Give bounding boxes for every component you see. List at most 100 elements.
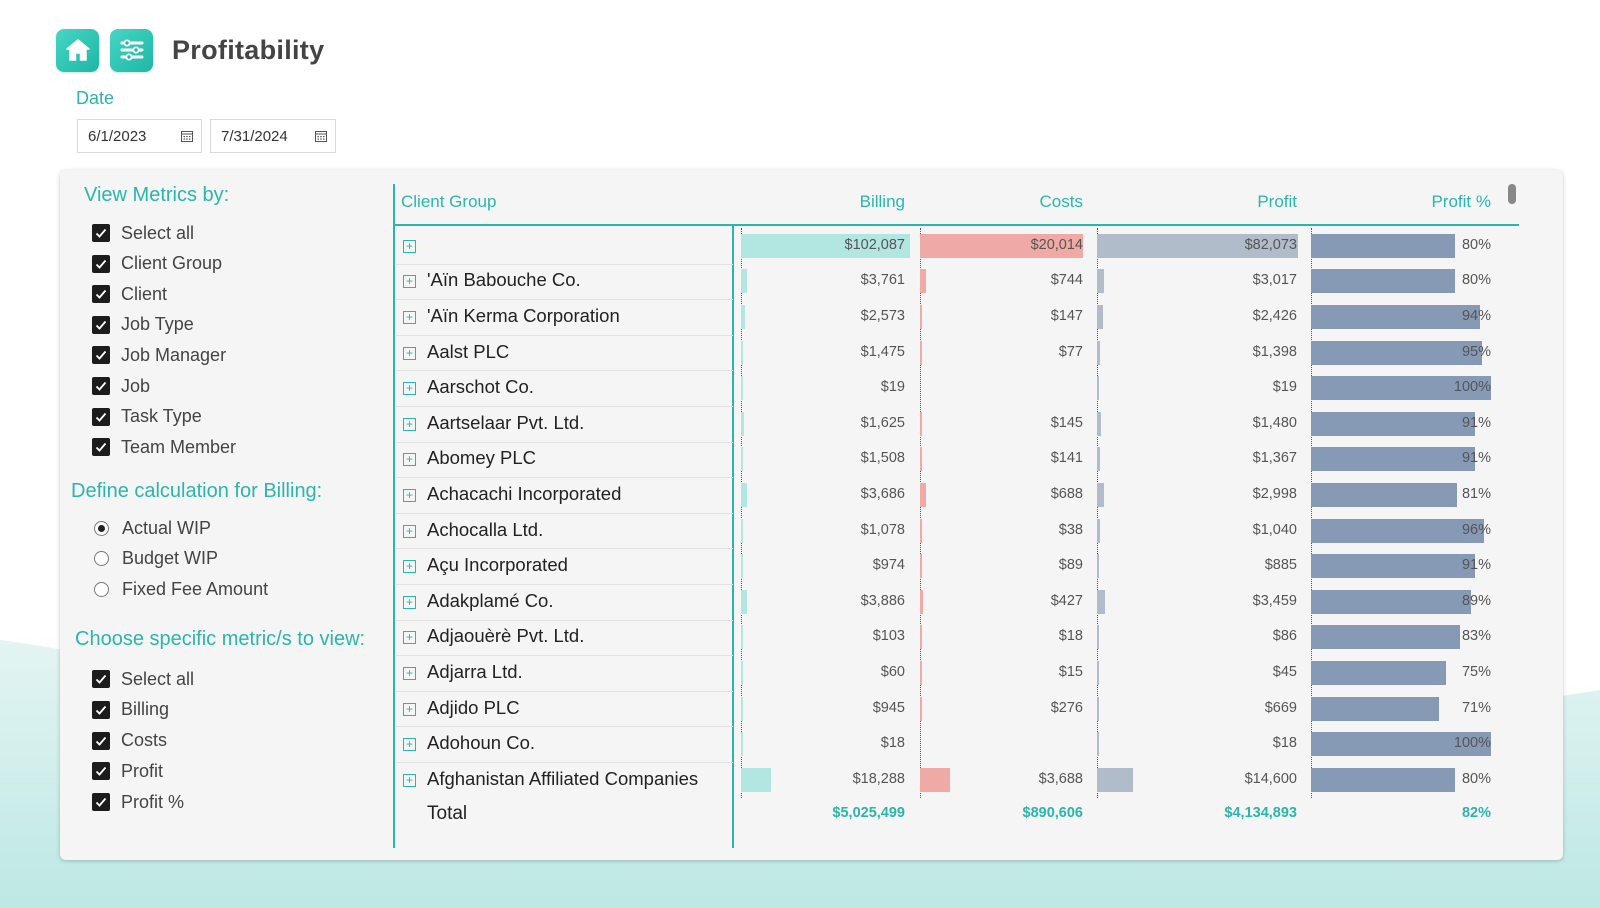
main-panel: View Metrics by: Select all Client Group C… — [60, 170, 1563, 860]
expand-row-icon[interactable]: + — [403, 489, 416, 502]
col-header-costs[interactable]: Costs — [1039, 192, 1083, 211]
profit-bar — [1097, 589, 1106, 614]
radio-icon[interactable] — [94, 551, 109, 567]
checkbox-checked-icon[interactable] — [92, 762, 110, 781]
checkbox-label: Task Type — [121, 406, 202, 427]
expand-row-icon[interactable]: + — [403, 631, 416, 645]
expand-row-icon[interactable]: + — [403, 560, 416, 574]
checkbox-checked-icon[interactable] — [92, 670, 110, 688]
expand-row-icon[interactable]: + — [403, 453, 416, 467]
client-group-name: Afghanistan Affiliated Companies — [427, 767, 699, 789]
page-title: Profitability — [172, 34, 325, 65]
checkbox-label: Job — [121, 375, 151, 396]
client-group-name: Aartselaar Pvt. Ltd. — [427, 411, 585, 433]
pct-value: 91% — [1461, 414, 1491, 431]
checkbox-checked-icon[interactable] — [92, 407, 110, 426]
costs-value: $688 — [1050, 486, 1083, 502]
metric-checkbox[interactable]: Profit % — [92, 791, 184, 813]
col-header-billing[interactable]: Billing — [859, 192, 905, 211]
costs-bar — [920, 518, 922, 543]
col-header-client-group[interactable]: Client Group — [401, 192, 497, 211]
profit-pct-bar — [1311, 554, 1475, 579]
billing-bar — [741, 696, 743, 721]
checkbox-checked-icon[interactable] — [92, 346, 110, 365]
view-metric-checkbox[interactable]: Job Manager — [92, 344, 226, 366]
checkbox-checked-icon[interactable] — [92, 377, 110, 395]
profit-pct-bar — [1311, 625, 1461, 650]
billing-value: $3,761 — [860, 272, 905, 289]
checkbox-checked-icon[interactable] — [92, 793, 110, 812]
view-metric-checkbox[interactable]: Select all — [92, 222, 194, 244]
billing-bar — [741, 233, 910, 258]
total-profit: $4,134,893 — [1224, 805, 1297, 821]
header: Profitability — [56, 28, 324, 72]
expand-row-icon[interactable]: + — [403, 595, 416, 609]
expand-row-icon[interactable]: + — [403, 346, 416, 360]
table-left-border — [393, 184, 395, 848]
checkbox-checked-icon[interactable] — [92, 224, 110, 242]
radio-icon[interactable] — [94, 581, 109, 597]
billing-bar — [741, 269, 748, 294]
expand-row-icon[interactable]: + — [403, 524, 416, 538]
scrollbar-thumb[interactable] — [1508, 184, 1516, 204]
expand-row-icon[interactable]: + — [403, 417, 416, 431]
total-billing: $5,025,499 — [832, 805, 905, 821]
calendar-icon[interactable] — [181, 130, 193, 142]
col-header-profit[interactable]: Profit — [1257, 192, 1297, 211]
checkbox-label: Client — [121, 283, 168, 304]
end-date-input[interactable]: 7/31/2024 — [210, 119, 336, 153]
metric-checkbox[interactable]: Profit — [92, 760, 163, 782]
billing-bar — [741, 767, 772, 792]
view-metric-checkbox[interactable]: Client — [92, 283, 167, 305]
calendar-icon[interactable] — [315, 130, 327, 142]
metric-checkbox[interactable]: Costs — [92, 730, 167, 752]
view-metric-checkbox[interactable]: Job Type — [92, 314, 194, 336]
checkbox-checked-icon[interactable] — [92, 438, 110, 457]
metric-checkbox[interactable]: Select all — [92, 668, 194, 690]
expand-row-icon[interactable]: + — [403, 702, 416, 716]
checkbox-checked-icon[interactable] — [92, 315, 110, 334]
checkbox-checked-icon[interactable] — [92, 700, 110, 719]
checkbox-label: Costs — [121, 730, 168, 751]
bar-axis-line — [1311, 228, 1312, 798]
billing-value: $3,686 — [860, 486, 905, 502]
profit-pct-bar — [1311, 305, 1481, 329]
checkbox-label: Client Group — [121, 253, 223, 274]
billing-calc-radio[interactable]: Budget WIP — [92, 548, 218, 570]
expand-row-icon[interactable]: + — [403, 382, 416, 396]
costs-value: $77 — [1058, 343, 1083, 360]
filters-button[interactable] — [110, 28, 153, 72]
total-costs: $890,606 — [1022, 805, 1083, 821]
home-button[interactable] — [56, 28, 99, 72]
view-metric-checkbox[interactable]: Team Member — [92, 436, 236, 458]
expand-row-icon[interactable]: + — [403, 239, 416, 253]
client-group-name: Aalst PLC — [427, 340, 510, 362]
expand-row-icon[interactable]: + — [403, 275, 416, 289]
radio-icon[interactable] — [94, 520, 109, 536]
header-underline — [393, 224, 1519, 226]
total-profit-pct: 82% — [1461, 805, 1491, 821]
costs-value: $145 — [1050, 414, 1083, 431]
expand-row-icon[interactable]: + — [403, 667, 416, 680]
start-date-input[interactable]: 6/1/2023 — [77, 119, 202, 153]
costs-bar — [920, 589, 924, 614]
row-divider — [396, 584, 733, 585]
view-metric-checkbox[interactable]: Client Group — [92, 253, 222, 275]
expand-row-icon[interactable]: + — [403, 738, 416, 752]
profit-value: $19 — [1272, 379, 1297, 396]
sliders-icon — [120, 39, 143, 61]
metric-checkbox[interactable]: Billing — [92, 699, 169, 721]
checkbox-checked-icon[interactable] — [92, 254, 110, 273]
checkbox-checked-icon[interactable] — [92, 731, 110, 750]
expand-row-icon[interactable]: + — [403, 773, 416, 787]
pct-value: 71% — [1461, 699, 1491, 716]
view-metric-checkbox[interactable]: Task Type — [92, 406, 202, 428]
billing-calc-radio[interactable]: Actual WIP — [92, 517, 211, 539]
expand-row-icon[interactable]: + — [403, 311, 416, 324]
billing-calc-radio[interactable]: Fixed Fee Amount — [92, 578, 268, 600]
col-header-profit-pct[interactable]: Profit % — [1431, 192, 1491, 211]
row-divider — [396, 334, 733, 336]
profit-bar — [1097, 411, 1101, 436]
checkbox-checked-icon[interactable] — [92, 285, 110, 304]
view-metric-checkbox[interactable]: Job — [92, 375, 150, 397]
